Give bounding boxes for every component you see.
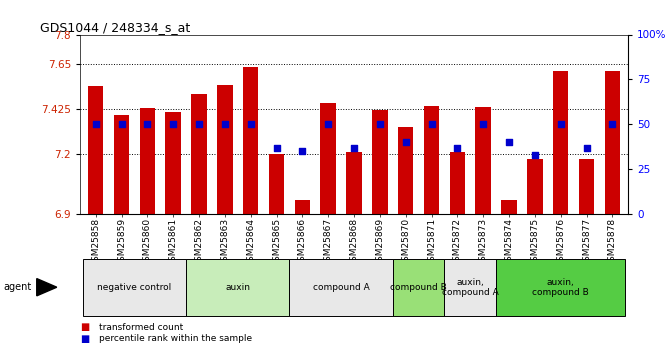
Point xyxy=(555,121,566,127)
Point xyxy=(90,121,101,127)
Point xyxy=(375,121,385,127)
Point xyxy=(478,121,488,127)
Bar xyxy=(346,152,362,214)
Point xyxy=(245,121,256,127)
Bar xyxy=(424,106,440,214)
Bar xyxy=(450,152,465,214)
Bar xyxy=(321,103,336,214)
Point xyxy=(530,152,540,157)
Text: auxin,
compound A: auxin, compound A xyxy=(442,277,499,297)
Bar xyxy=(114,115,129,214)
Point xyxy=(504,139,514,145)
Point xyxy=(220,121,230,127)
Bar xyxy=(217,85,232,214)
Text: compound A: compound A xyxy=(313,283,369,292)
Bar xyxy=(243,67,259,214)
Bar xyxy=(295,200,310,214)
Bar xyxy=(372,110,387,214)
Point xyxy=(452,145,463,150)
Bar xyxy=(605,71,620,214)
Point xyxy=(194,121,204,127)
Point xyxy=(323,121,333,127)
Bar xyxy=(140,108,155,214)
Bar xyxy=(166,112,181,214)
Point xyxy=(168,121,178,127)
Point xyxy=(116,121,127,127)
Text: agent: agent xyxy=(3,282,31,292)
Point xyxy=(271,145,282,150)
Text: auxin: auxin xyxy=(225,283,250,292)
Point xyxy=(400,139,411,145)
Bar xyxy=(398,127,413,214)
Point xyxy=(297,148,308,154)
Text: ■: ■ xyxy=(80,322,90,332)
Bar xyxy=(501,200,517,214)
Bar xyxy=(527,159,542,214)
Bar xyxy=(269,154,285,214)
Point xyxy=(426,121,437,127)
Point xyxy=(581,145,592,150)
Text: ■: ■ xyxy=(80,334,90,344)
Text: GDS1044 / 248334_s_at: GDS1044 / 248334_s_at xyxy=(40,21,190,34)
Text: compound B: compound B xyxy=(390,283,447,292)
Text: negative control: negative control xyxy=(98,283,172,292)
Bar xyxy=(88,86,104,214)
Bar xyxy=(191,94,207,214)
Bar xyxy=(579,159,595,214)
Text: auxin,
compound B: auxin, compound B xyxy=(532,277,589,297)
Point xyxy=(607,121,618,127)
Text: percentile rank within the sample: percentile rank within the sample xyxy=(99,334,252,343)
Text: transformed count: transformed count xyxy=(99,323,183,332)
Bar xyxy=(476,107,491,214)
Bar xyxy=(553,71,568,214)
Point xyxy=(349,145,359,150)
Point xyxy=(142,121,153,127)
